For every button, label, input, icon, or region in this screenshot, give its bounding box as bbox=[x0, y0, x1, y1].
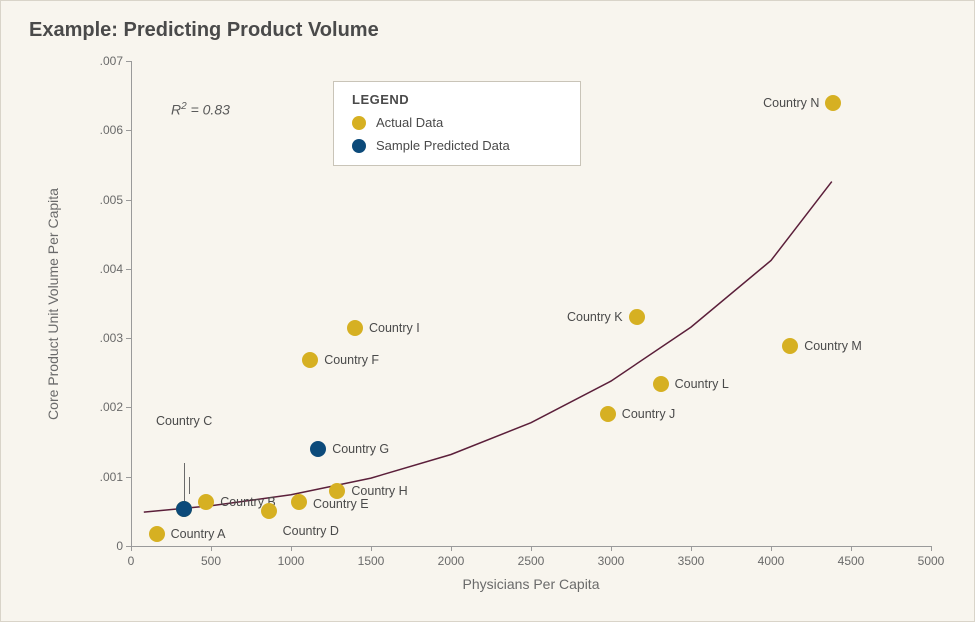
x-tick-label: 2000 bbox=[438, 554, 465, 568]
y-tick-label: .007 bbox=[83, 54, 123, 68]
x-tick-label: 4000 bbox=[758, 554, 785, 568]
legend-box: LEGEND Actual Data Sample Predicted Data bbox=[333, 81, 581, 166]
callout-line bbox=[189, 477, 190, 494]
x-tick-label: 500 bbox=[201, 554, 221, 568]
chart-title: Example: Predicting Product Volume bbox=[29, 19, 379, 42]
y-tick-label: .006 bbox=[83, 123, 123, 137]
data-point bbox=[782, 338, 798, 354]
data-point bbox=[149, 526, 165, 542]
data-label: Country G bbox=[332, 442, 389, 456]
data-point bbox=[825, 95, 841, 111]
data-point bbox=[198, 494, 214, 510]
r2-value: = 0.83 bbox=[187, 102, 230, 118]
data-label: Country A bbox=[171, 527, 226, 541]
legend-title: LEGEND bbox=[352, 92, 562, 107]
legend-row-actual: Actual Data bbox=[352, 115, 562, 130]
x-tick-label: 4500 bbox=[838, 554, 865, 568]
legend-dot-predicted bbox=[352, 139, 366, 153]
data-label: Country I bbox=[369, 321, 420, 335]
x-tick-label: 0 bbox=[128, 554, 135, 568]
y-tick-label: .001 bbox=[83, 470, 123, 484]
data-label: Country K bbox=[567, 310, 623, 324]
r-squared-label: R2 = 0.83 bbox=[171, 101, 230, 118]
data-label: Country L bbox=[675, 377, 729, 391]
r2-prefix: R bbox=[171, 102, 181, 118]
legend-dot-actual bbox=[352, 116, 366, 130]
x-tick-label: 1500 bbox=[358, 554, 385, 568]
data-label: Country M bbox=[804, 339, 862, 353]
x-axis-title: Physicians Per Capita bbox=[463, 576, 600, 592]
y-tick-label: .005 bbox=[83, 193, 123, 207]
legend-label-predicted: Sample Predicted Data bbox=[376, 138, 510, 153]
data-point bbox=[261, 503, 277, 519]
data-label: Country F bbox=[324, 353, 379, 367]
data-label: Country E bbox=[313, 497, 369, 511]
y-tick-label: .004 bbox=[83, 262, 123, 276]
x-tick-label: 1000 bbox=[278, 554, 305, 568]
data-label: Country J bbox=[622, 407, 676, 421]
data-label: Country C bbox=[156, 414, 212, 428]
data-point bbox=[176, 501, 192, 517]
data-label: Country D bbox=[283, 524, 339, 538]
data-point bbox=[653, 376, 669, 392]
y-tick-label: .002 bbox=[83, 400, 123, 414]
data-point bbox=[629, 309, 645, 325]
x-tick-label: 3000 bbox=[598, 554, 625, 568]
y-axis-title: Core Product Unit Volume Per Capita bbox=[45, 188, 61, 420]
chart-frame: Example: Predicting Product Volume 05001… bbox=[0, 0, 975, 622]
data-point bbox=[347, 320, 363, 336]
data-point bbox=[302, 352, 318, 368]
plot-area: 0500100015002000250030003500400045005000… bbox=[131, 61, 931, 546]
x-tick-label: 3500 bbox=[678, 554, 705, 568]
data-label: Country N bbox=[763, 96, 819, 110]
legend-row-predicted: Sample Predicted Data bbox=[352, 138, 562, 153]
y-axis-line bbox=[131, 61, 132, 546]
data-point bbox=[329, 483, 345, 499]
data-label: Country H bbox=[351, 484, 407, 498]
x-tick-label: 2500 bbox=[518, 554, 545, 568]
data-point bbox=[291, 494, 307, 510]
y-tick-label: 0 bbox=[83, 539, 123, 553]
y-tick-label: .003 bbox=[83, 331, 123, 345]
legend-label-actual: Actual Data bbox=[376, 115, 443, 130]
data-point bbox=[310, 441, 326, 457]
x-tick-label: 5000 bbox=[918, 554, 945, 568]
data-point bbox=[600, 406, 616, 422]
callout-line bbox=[184, 463, 185, 501]
